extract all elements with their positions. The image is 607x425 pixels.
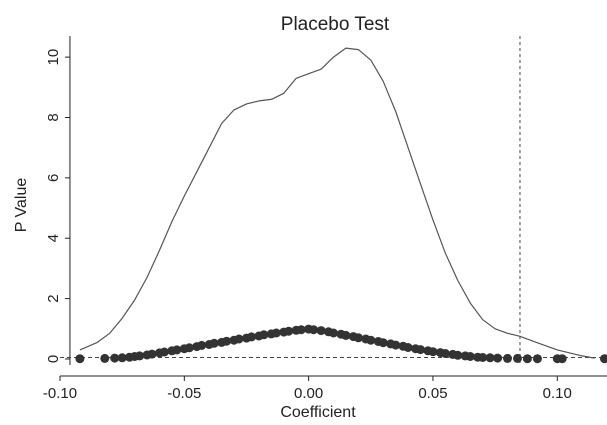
scatter-point [222, 336, 232, 346]
scatter-point [135, 351, 145, 361]
scatter-point [172, 345, 182, 355]
scatter-point [366, 335, 376, 345]
scatter-point [284, 326, 294, 336]
y-tick-label: 10 [45, 49, 62, 66]
scatter-point [522, 354, 532, 364]
scatter-point [309, 325, 319, 335]
scatter-point [557, 354, 567, 364]
scatter-point [403, 343, 413, 352]
x-tick-label: -0.10 [43, 385, 77, 402]
x-tick-label: 0.05 [418, 385, 447, 402]
chart-title: Placebo Test [281, 14, 390, 35]
scatter-point [513, 353, 522, 363]
scatter-point [440, 349, 450, 358]
scatter-point [247, 332, 256, 342]
y-tick-label: 2 [45, 294, 62, 302]
scatter-point [428, 347, 438, 357]
scatter-point [503, 353, 512, 363]
scatter-point [329, 328, 338, 338]
scatter-point [453, 350, 463, 360]
y-axis-label: P Value [13, 178, 30, 233]
y-tick-label: 8 [45, 113, 62, 121]
scatter-point [117, 353, 127, 363]
scatter-point [100, 353, 110, 363]
scatter-point [353, 333, 363, 343]
scatter-point [378, 338, 388, 348]
scatter-point [234, 334, 244, 344]
x-tick-label: 0.00 [294, 385, 323, 402]
scatter-point [465, 352, 475, 361]
scatter-point [110, 353, 120, 363]
scatter-point [391, 340, 401, 350]
scatter-point [209, 338, 219, 348]
scatter-point [296, 325, 306, 335]
scatter-point [478, 353, 488, 362]
scatter-point [485, 353, 495, 363]
scatter-point [416, 345, 425, 355]
scatter-point [184, 343, 194, 353]
x-tick-label: 0.10 [543, 385, 572, 402]
scatter-point [316, 326, 326, 336]
x-tick-label: -0.05 [167, 385, 201, 402]
scatter-point [532, 354, 542, 364]
y-tick-label: 6 [45, 174, 62, 182]
scatter-point [75, 354, 85, 364]
scatter-point [147, 349, 157, 359]
scatter-point [341, 330, 351, 340]
density-curve [79, 47, 595, 359]
scatter-point [159, 347, 169, 357]
scatter-point [493, 353, 503, 363]
scatter-point [271, 328, 281, 338]
y-tick-label: 0 [45, 355, 62, 363]
y-tick-label: 4 [45, 234, 62, 242]
scatter-point [197, 340, 207, 350]
x-axis-label: Coefficient [280, 404, 356, 421]
scatter-point [259, 330, 269, 340]
plot-area: 0 2 4 6 8 10 -0.10 -0.05 0.00 0.05 0.10 [43, 36, 607, 402]
scatter-point [600, 354, 607, 364]
